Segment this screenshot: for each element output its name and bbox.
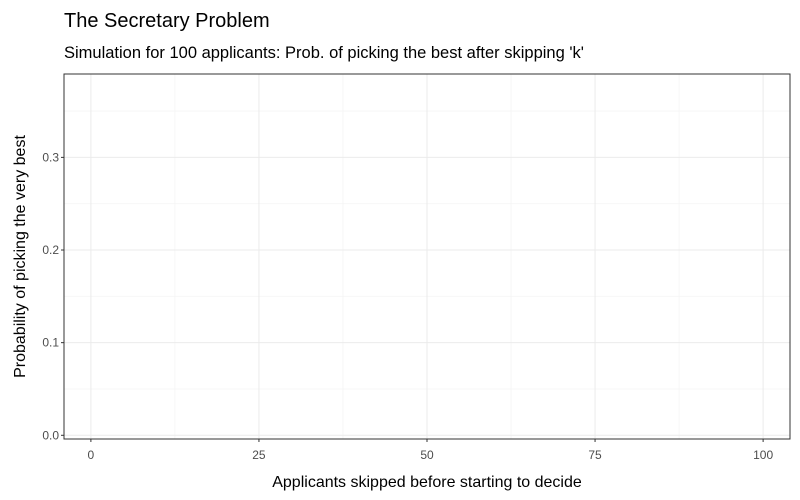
x-tick-label: 100 — [753, 448, 773, 462]
x-axis-title: Applicants skipped before starting to de… — [272, 474, 582, 491]
y-tick-label: 0.3 — [42, 150, 59, 164]
y-tick-label: 0.2 — [42, 243, 59, 257]
y-tick-label: 0.0 — [42, 428, 59, 442]
chart-subtitle: Simulation for 100 applicants: Prob. of … — [64, 44, 584, 62]
x-tick-label: 75 — [588, 448, 602, 462]
chart-title: The Secretary Problem — [64, 10, 270, 32]
x-axis-ticks: 0 25 50 75 100 — [88, 439, 773, 462]
y-axis-title: Probability of picking the very best — [12, 135, 29, 378]
y-axis-ticks: 0.0 0.1 0.2 0.3 — [42, 150, 64, 442]
x-tick-label: 50 — [420, 448, 434, 462]
y-tick-label: 0.1 — [42, 336, 59, 350]
major-gridlines — [64, 74, 790, 439]
x-tick-label: 25 — [252, 448, 266, 462]
x-tick-label: 0 — [88, 448, 95, 462]
